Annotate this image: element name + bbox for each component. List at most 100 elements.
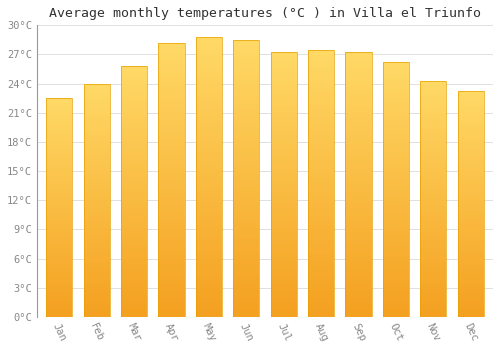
Bar: [458, 130, 483, 132]
Bar: [196, 278, 222, 281]
Bar: [346, 219, 372, 222]
Bar: [420, 90, 446, 92]
Bar: [84, 119, 110, 121]
Bar: [308, 266, 334, 269]
Bar: [84, 107, 110, 109]
Bar: [270, 299, 296, 301]
Bar: [308, 221, 334, 223]
Bar: [233, 92, 260, 95]
Bar: [270, 290, 296, 293]
Bar: [158, 243, 184, 246]
Bar: [458, 222, 483, 224]
Bar: [233, 220, 260, 223]
Bar: [270, 256, 296, 259]
Bar: [270, 65, 296, 68]
Bar: [346, 309, 372, 312]
Bar: [308, 130, 334, 133]
Bar: [158, 117, 184, 120]
Bar: [420, 284, 446, 286]
Bar: [420, 133, 446, 135]
Bar: [196, 180, 222, 183]
Bar: [46, 166, 72, 168]
Bar: [196, 48, 222, 51]
Bar: [233, 54, 260, 56]
Bar: [382, 195, 409, 197]
Bar: [458, 303, 483, 306]
Bar: [121, 247, 147, 249]
Bar: [270, 110, 296, 113]
Bar: [84, 289, 110, 291]
Bar: [270, 168, 296, 171]
Bar: [346, 224, 372, 227]
Bar: [420, 265, 446, 267]
Bar: [420, 123, 446, 126]
Bar: [458, 283, 483, 285]
Bar: [84, 219, 110, 221]
Bar: [270, 160, 296, 163]
Bar: [233, 56, 260, 59]
Bar: [196, 199, 222, 202]
Bar: [46, 157, 72, 160]
Bar: [46, 313, 72, 315]
Bar: [233, 120, 260, 123]
Bar: [46, 190, 72, 192]
Bar: [458, 285, 483, 288]
Bar: [382, 146, 409, 149]
Bar: [382, 121, 409, 123]
Bar: [420, 218, 446, 220]
Bar: [382, 296, 409, 299]
Bar: [233, 261, 260, 264]
Bar: [270, 147, 296, 150]
Bar: [458, 204, 483, 206]
Bar: [458, 252, 483, 254]
Bar: [382, 149, 409, 152]
Bar: [233, 292, 260, 295]
Bar: [121, 197, 147, 199]
Bar: [84, 191, 110, 193]
Bar: [420, 163, 446, 166]
Bar: [308, 55, 334, 58]
Bar: [196, 250, 222, 253]
Bar: [420, 201, 446, 204]
Bar: [158, 81, 184, 84]
Bar: [382, 215, 409, 218]
Bar: [233, 223, 260, 225]
Bar: [84, 273, 110, 275]
Bar: [84, 217, 110, 219]
Bar: [46, 122, 72, 125]
Bar: [84, 214, 110, 217]
Bar: [382, 220, 409, 223]
Bar: [158, 199, 184, 202]
Bar: [458, 139, 483, 141]
Bar: [121, 104, 147, 106]
Bar: [84, 88, 110, 91]
Bar: [420, 187, 446, 189]
Bar: [196, 155, 222, 158]
Bar: [458, 161, 483, 163]
Bar: [158, 158, 184, 161]
Bar: [84, 228, 110, 231]
Bar: [46, 170, 72, 173]
Bar: [458, 236, 483, 238]
Bar: [382, 294, 409, 296]
Bar: [270, 51, 296, 317]
Bar: [458, 127, 483, 130]
Bar: [158, 240, 184, 243]
Bar: [308, 207, 334, 210]
Bar: [270, 261, 296, 264]
Bar: [196, 121, 222, 124]
Bar: [84, 179, 110, 182]
Bar: [233, 176, 260, 178]
Bar: [84, 291, 110, 294]
Bar: [121, 84, 147, 86]
Bar: [346, 60, 372, 62]
Bar: [458, 116, 483, 118]
Bar: [346, 126, 372, 128]
Bar: [270, 152, 296, 155]
Bar: [308, 138, 334, 140]
Bar: [420, 138, 446, 140]
Bar: [346, 179, 372, 182]
Bar: [346, 216, 372, 219]
Bar: [382, 62, 409, 65]
Bar: [382, 243, 409, 246]
